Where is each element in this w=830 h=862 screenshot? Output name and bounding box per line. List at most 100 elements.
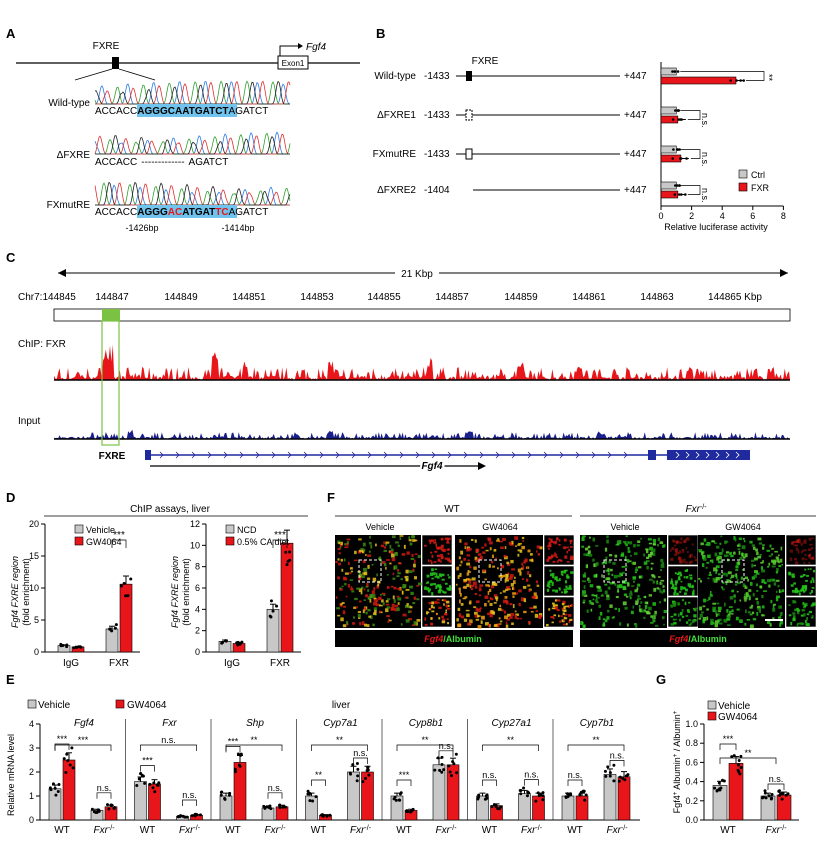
a-seq-wt: ACCACCAGGGCAATGATCTAGATCT [95,106,268,117]
f-inset-signal [678,557,682,560]
f-inset-signal [561,591,564,594]
f-inset-signal [566,587,570,590]
e-2-ctrl-1-bar [261,807,275,821]
f-cell-signal [344,572,349,575]
f-cell-signal [627,546,630,550]
f-cell-signal [734,537,737,542]
f-cell-signal [468,580,472,584]
f-cell-signal [362,572,367,575]
f-cell-signal [416,598,420,601]
f-inset-signal [548,586,551,589]
f-cell-signal [616,541,621,544]
e-1-trt-0-dot [148,782,152,786]
f-cell-signal [606,539,609,544]
f-cell-signal [514,592,518,595]
f-cell-signal [606,596,610,601]
f-cell-signal [358,571,361,576]
f-inset-signal [563,590,567,594]
f-cell-signal [530,610,534,613]
f-cell-signal [389,544,392,549]
f-cell-signal [496,539,500,542]
e-3-trt-0-dot [328,813,332,817]
f-cell-signal [725,582,728,586]
a-fxre-box [112,57,119,69]
f-caption-bar-wt [335,630,573,647]
f-cell-signal [585,553,589,557]
f-cell-signal [768,562,771,566]
f-cell-signal [341,568,344,572]
a-row-label-del: ΔFXRE [57,150,91,161]
f-cell-signal [608,560,612,564]
f-inset-signal [812,556,815,560]
f-cell-signal [612,562,616,565]
f-inset-signal [424,617,427,621]
f-cell-signal [520,597,525,602]
e-0-ctrl-0-dot [56,790,60,794]
f-cell-signal [761,614,765,617]
e-2-ctrl-1-dot [268,804,272,808]
d-left-trt-1-dot [122,582,126,586]
b-dot-ctrl [676,148,680,151]
f-cell-signal [589,601,593,605]
f-cell-signal [595,596,598,600]
f-inset-signal [565,585,568,588]
e-sig-wt-0: *** [57,734,68,744]
f-inset-signal [435,572,438,576]
f-inset-signal [564,617,568,620]
f-cell-signal [721,548,724,553]
panel-letter-g: G [656,672,666,687]
f-cell-signal [481,546,485,549]
f-inset-signal [678,559,681,563]
f-inset-signal [671,539,675,543]
f-cell-signal [522,540,525,542]
f-cell-signal [744,553,748,558]
f-cell-signal [526,566,529,569]
f-cell-signal [399,535,404,537]
f-cell-signal [340,541,343,546]
f-cell-signal [606,594,610,598]
f-cell-signal [734,599,736,604]
f-inset-signal [679,561,683,564]
e-3-ctrl-0-dot [314,795,318,799]
f-inset-signal [692,589,695,593]
f-cell-signal [361,575,365,579]
f-inset-signal [803,539,807,542]
e-legend-swatch-vehicle [27,699,37,709]
f-inset-signal [547,582,551,586]
f-cell-signal [529,574,532,578]
f-cell-signal [615,543,620,546]
f-cell-signal [725,573,728,577]
d-legend-vehicle: Vehicle [86,525,115,535]
f-inset-signal [692,607,695,610]
b-dot-fxr [742,79,745,82]
f-inset-signal [811,615,814,619]
f-cell-signal [477,553,482,556]
g-trt-0-dot [739,754,743,758]
f-inset-signal [794,541,797,544]
f-cell-signal [606,616,610,620]
f-cell-signal [582,599,586,603]
f-cell-signal [749,540,753,544]
f-inset-signal [555,579,560,582]
f-cell-signal [505,621,508,625]
f-cell-signal [528,621,531,625]
f-cell-signal [645,601,649,605]
f-inset-signal [546,584,550,588]
a-trace-2-3 [95,181,291,206]
f-cell-signal [459,572,462,577]
e-1-ctrl-0-dot [141,774,145,778]
f-cell-signal [659,590,662,593]
f-cell-signal [385,567,387,570]
f-cell-signal [741,552,744,557]
f-cell-signal [460,603,464,606]
e-sig-wt-6: n.s. [568,770,583,780]
d-right-ytick-label-1: 2 [195,626,200,636]
g-ctrl-1-bar [760,795,776,821]
f-cell-signal [622,585,626,590]
g-ctrl-1-dot [770,793,774,797]
e-6-trt-1-dot [618,775,622,779]
f-cell-signal [703,557,707,561]
f-cell-signal [638,608,641,612]
